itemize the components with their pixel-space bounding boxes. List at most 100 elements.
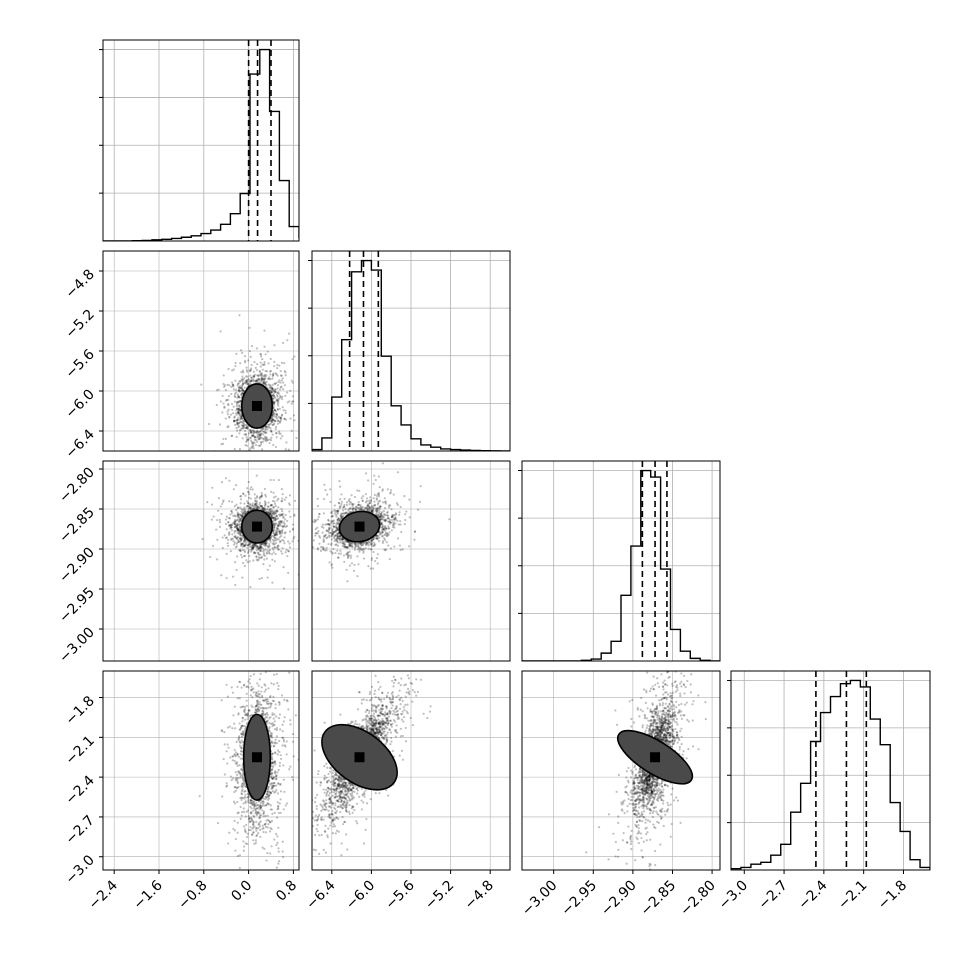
- sample-point: [232, 576, 234, 578]
- sample-point: [270, 437, 272, 439]
- sample-point: [238, 541, 240, 543]
- sample-point: [277, 423, 279, 425]
- sample-point: [267, 350, 269, 352]
- density-peak-2-0: [252, 522, 262, 532]
- sample-point: [261, 577, 263, 579]
- sample-point: [255, 367, 257, 369]
- sample-point: [286, 525, 288, 527]
- sample-point: [262, 507, 264, 509]
- sample-point: [228, 368, 230, 370]
- sample-point: [308, 372, 310, 374]
- density-peak-1-0: [252, 401, 262, 411]
- sample-point: [263, 558, 265, 560]
- sample-point: [258, 445, 260, 447]
- sample-point: [226, 528, 228, 530]
- scatter-panel-2-0: [103, 461, 307, 661]
- sample-point: [248, 378, 250, 380]
- sample-point: [258, 554, 260, 556]
- sample-point: [232, 412, 234, 414]
- sample-point: [260, 495, 262, 497]
- sample-point: [251, 435, 253, 437]
- sample-point: [264, 505, 266, 507]
- sample-point: [272, 372, 274, 374]
- sample-point: [250, 376, 252, 378]
- sample-point: [283, 418, 285, 420]
- sample-point: [289, 418, 291, 420]
- y-tick-label-3-1: −2.7: [62, 812, 97, 847]
- sample-point: [240, 554, 242, 556]
- sample-point: [273, 365, 275, 367]
- sample-point: [267, 505, 269, 507]
- sample-point: [236, 405, 238, 407]
- sample-point: [267, 502, 269, 504]
- x-tick-label-2-1: −2.95: [558, 878, 600, 920]
- sample-point: [247, 505, 249, 507]
- sample-point: [256, 495, 258, 497]
- sample-point: [270, 387, 272, 389]
- histogram-panel-1: [312, 251, 510, 451]
- sample-point: [256, 501, 258, 503]
- sample-point: [226, 537, 228, 539]
- sample-point: [273, 551, 275, 553]
- sample-point: [252, 462, 254, 464]
- sample-point: [382, 501, 384, 503]
- sample-point: [226, 411, 228, 413]
- sample-point: [238, 380, 240, 382]
- sample-point: [248, 555, 250, 557]
- sample-point: [254, 493, 256, 495]
- sample-point: [244, 382, 246, 384]
- sample-point: [261, 437, 263, 439]
- sample-point: [244, 508, 246, 510]
- y-tick-label-2-1: −2.95: [56, 585, 98, 627]
- sample-point: [284, 395, 286, 397]
- sample-point: [242, 437, 244, 439]
- sample-point: [271, 553, 273, 555]
- sample-point: [259, 557, 261, 559]
- x-tick-label-0-4: 0.8: [273, 878, 300, 905]
- histogram-panel-2: [522, 461, 720, 661]
- sample-point: [282, 342, 284, 344]
- x-tick-label-1-4: −4.8: [462, 878, 497, 913]
- y-tick-label-1-4: −4.8: [62, 267, 97, 302]
- sample-point: [258, 578, 260, 580]
- sample-point: [246, 438, 248, 440]
- sample-point: [264, 353, 266, 355]
- sample-point: [267, 576, 269, 578]
- sample-point: [257, 559, 259, 561]
- sample-point: [237, 419, 239, 421]
- sample-point: [250, 498, 252, 500]
- sample-point: [240, 387, 242, 389]
- sample-point: [279, 388, 281, 390]
- sample-point: [240, 484, 242, 486]
- sample-point: [225, 389, 227, 391]
- sample-point: [287, 572, 289, 574]
- sample-point: [249, 370, 251, 372]
- sample-point: [225, 417, 227, 419]
- sample-point: [241, 375, 243, 377]
- sample-point: [228, 416, 230, 418]
- sample-point: [263, 330, 265, 332]
- sample-point: [281, 552, 283, 554]
- sample-point: [276, 499, 278, 501]
- sample-point: [282, 547, 284, 549]
- y-tick-label-2-3: −2.85: [56, 505, 98, 547]
- sample-point: [265, 384, 267, 386]
- sample-point: [263, 550, 265, 552]
- sample-point: [222, 438, 224, 440]
- sample-point: [277, 545, 279, 547]
- sample-point: [211, 519, 213, 521]
- sample-point: [235, 504, 237, 506]
- sample-point: [277, 401, 279, 403]
- sample-point: [244, 545, 246, 547]
- sample-point: [266, 551, 268, 553]
- sample-point: [235, 530, 237, 532]
- sample-point: [277, 524, 279, 526]
- sample-point: [277, 375, 279, 377]
- sample-point: [250, 486, 252, 488]
- sample-point: [246, 376, 248, 378]
- sample-point: [293, 515, 295, 517]
- sample-point: [219, 521, 221, 523]
- sample-point: [288, 400, 290, 402]
- sample-point: [257, 456, 259, 458]
- sample-point: [232, 538, 234, 540]
